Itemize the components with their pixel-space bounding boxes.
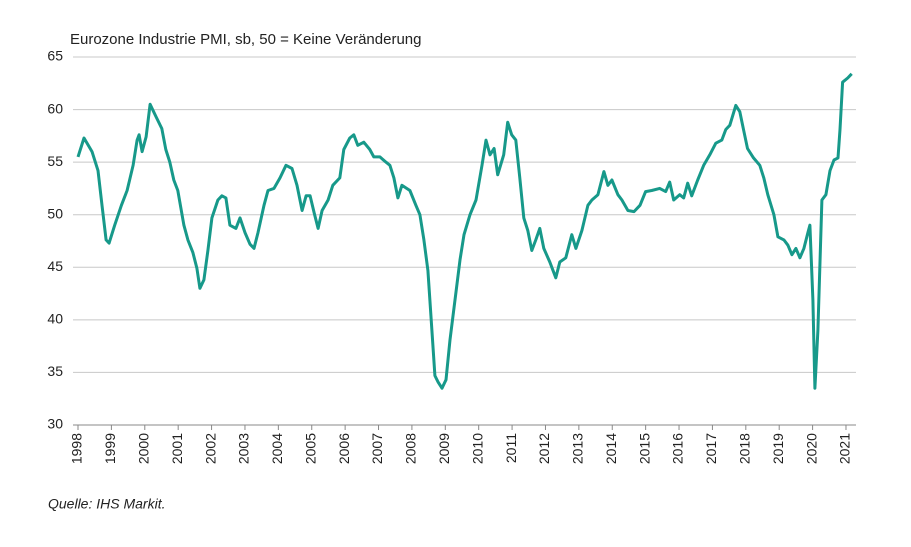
x-tick-label: 2018 [737,433,753,464]
x-tick-label: 2003 [236,433,252,464]
x-tick-label: 2004 [269,433,285,464]
x-tick-label: 2002 [202,433,218,464]
y-tick-label: 40 [47,311,63,327]
y-tick-label: 30 [47,416,63,432]
x-tick-label: 2007 [369,433,385,464]
y-tick-label: 35 [47,363,63,379]
y-tick-label: 50 [47,205,63,221]
x-tick-label: 1999 [102,433,118,464]
x-tick-label: 2009 [436,433,452,464]
x-tick-label: 2017 [703,433,719,464]
x-tick-label: 2005 [302,433,318,464]
x-tick-label: 2012 [536,433,552,464]
x-tick-label: 2019 [770,433,786,464]
x-tick-label: 2001 [169,433,185,464]
x-tick-label: 2020 [803,433,819,464]
y-tick-label: 45 [47,258,63,274]
series-line [76,72,853,390]
x-tick-label: 2011 [503,433,519,463]
x-tick-label: 2014 [603,433,619,464]
x-tick-label: 2015 [636,433,652,464]
x-tick-label: 2021 [837,433,853,464]
x-tick-label: 1998 [69,433,85,464]
source-note: Quelle: IHS Markit. [48,496,165,512]
y-tick-label: 60 [47,100,63,116]
x-tick-label: 2010 [469,433,485,464]
x-tick-label: 2000 [135,433,151,464]
x-tick-label: 2016 [670,433,686,464]
chart-title: Eurozone Industrie PMI, sb, 50 = Keine V… [70,31,421,48]
x-tick-label: 2006 [336,433,352,464]
x-tick-label: 2013 [570,433,586,464]
x-tick-label: 2008 [403,433,419,464]
y-tick-label: 55 [47,153,63,169]
y-tick-label: 65 [47,48,63,64]
